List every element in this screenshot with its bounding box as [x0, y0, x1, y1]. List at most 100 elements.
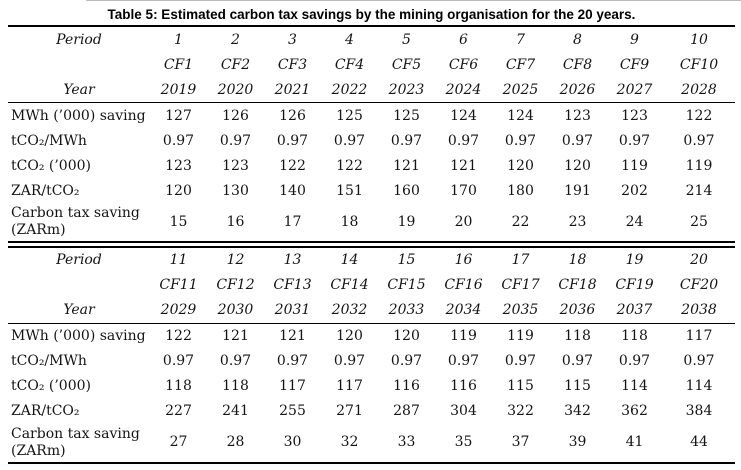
value-cell: 123 — [222, 157, 249, 174]
header-cell: 12 — [226, 252, 245, 268]
value-cell: 122 — [685, 107, 713, 124]
value-cell: 127 — [165, 107, 192, 124]
header-row-label: Year — [8, 77, 150, 103]
header-cell: 15 — [397, 252, 416, 268]
header-cell: 5 — [402, 31, 411, 48]
value-cell: 41 — [625, 434, 644, 450]
value-cell: 0.97 — [276, 132, 309, 149]
header-cell: 2032 — [321, 297, 378, 324]
header-cell: CF18 — [558, 277, 597, 293]
header-cell: 2022 — [321, 77, 378, 103]
value-cell: 20 — [454, 213, 473, 230]
value-cell: 0.97 — [618, 353, 651, 369]
value-cell: 123 — [165, 157, 192, 174]
row-label: MWh (’000) saving — [11, 107, 146, 124]
value-cell: 117 — [685, 328, 713, 344]
header-row: Period 11 12 13 14 15 16 17 18 19 20 — [8, 247, 735, 273]
value-cell: 119 — [450, 328, 477, 344]
header-cell: 2019 — [150, 77, 207, 103]
value-cell: 22 — [511, 213, 530, 230]
value-cell: 121 — [393, 157, 420, 174]
header-row: Year 2019 2020 2021 2022 2023 2024 2025 2026 2027… — [8, 77, 735, 103]
row-label: tCO₂ (’000) — [11, 378, 91, 394]
value-cell: 0.97 — [162, 353, 195, 369]
value-cell: 0.97 — [683, 353, 715, 369]
header-cell: CF17 — [501, 277, 540, 293]
value-cell: 0.97 — [276, 353, 309, 369]
header-cell: 2021 — [264, 77, 321, 103]
data-row: ZAR/tCO₂ 227 241 255 271 287 304 322 342 362 384 — [8, 399, 735, 424]
value-cell: 255 — [279, 403, 306, 419]
value-cell: 180 — [507, 182, 534, 199]
header-cell: 2027 — [606, 77, 663, 103]
value-cell: 27 — [169, 434, 188, 450]
header-cell: 3 — [288, 31, 297, 48]
header-cell: CF19 — [615, 277, 654, 293]
row-label: tCO₂/MWh — [11, 353, 87, 369]
value-cell: 18 — [340, 213, 359, 230]
value-cell: 23 — [568, 213, 587, 230]
value-cell: 151 — [336, 182, 363, 199]
top-edge-artifact-rule — [86, 0, 741, 1]
value-cell: 0.97 — [162, 132, 195, 149]
periods-table-11-20: Period 11 12 13 14 15 16 17 18 19 20 CF11 CF12 CF13 CF… — [8, 245, 735, 464]
value-cell: 44 — [690, 434, 708, 450]
header-cell: CF7 — [505, 56, 536, 73]
header-cell: 4 — [345, 31, 354, 48]
header-row: CF11 CF12 CF13 CF14 CF15 CF16 CF17 CF18 CF19 CF20 — [8, 273, 735, 298]
header-cell: 2023 — [378, 77, 435, 103]
header-cell: CF4 — [334, 56, 365, 73]
header-cell: CF14 — [330, 277, 369, 293]
value-cell: 0.97 — [561, 132, 594, 149]
row-label: tCO₂/MWh — [11, 132, 87, 149]
value-cell: 124 — [450, 107, 477, 124]
value-cell: 160 — [393, 182, 420, 199]
row-label: ZAR/tCO₂ — [11, 182, 80, 199]
value-cell: 116 — [450, 378, 477, 394]
value-cell: 114 — [621, 378, 648, 394]
value-cell: 125 — [393, 107, 420, 124]
header-row-label — [8, 273, 150, 298]
data-row: MWh (’000) saving 122 121 121 120 120 119 119 11… — [8, 323, 735, 349]
data-row: tCO₂/MWh 0.97 0.97 0.97 0.97 0.97 0.97 0.97 0.97… — [8, 128, 735, 153]
header-row: Year 2029 2030 2031 2032 2033 2034 2035 2036 2037… — [8, 297, 735, 324]
value-cell: 122 — [165, 328, 192, 344]
value-cell: 130 — [222, 182, 249, 199]
header-row-label: Period — [56, 252, 102, 268]
header-cell: 1 — [174, 31, 183, 48]
header-row-label — [8, 52, 150, 77]
value-cell: 362 — [621, 403, 648, 419]
value-cell: 202 — [621, 182, 648, 199]
value-cell: 32 — [340, 434, 359, 450]
value-cell: 119 — [507, 328, 534, 344]
value-cell: 120 — [393, 328, 420, 344]
value-cell: 0.97 — [447, 132, 480, 149]
value-cell: 30 — [283, 434, 302, 450]
value-cell: 114 — [685, 378, 713, 394]
periods-table-1-10: Period 1 2 3 4 5 6 7 8 9 10 CF1 CF2 CF3 CF4 CF5 CF6 CF7 CF… — [8, 25, 735, 243]
header-cell: CF15 — [387, 277, 426, 293]
value-cell: 123 — [564, 107, 591, 124]
header-cell: 11 — [169, 252, 188, 268]
data-row: tCO₂ (’000) 123 123 122 122 121 121 120 120 119 11… — [8, 153, 735, 178]
table-title: Table 5: Estimated carbon tax savings by… — [107, 7, 636, 22]
value-cell: 0.97 — [390, 353, 423, 369]
row-label: ZAR/tCO₂ — [11, 403, 80, 419]
value-cell: 0.97 — [504, 132, 537, 149]
header-row-label: Year — [8, 297, 150, 324]
value-cell: 0.97 — [447, 353, 480, 369]
data-row: tCO₂ (’000) 118 118 117 117 116 116 115 115 114 11… — [8, 374, 735, 399]
header-cell: 18 — [568, 252, 587, 268]
header-cell: 2029 — [150, 297, 207, 324]
header-cell: 2033 — [378, 297, 435, 324]
value-cell: 126 — [279, 107, 306, 124]
value-cell: 121 — [450, 157, 477, 174]
header-cell: 2020 — [207, 77, 264, 103]
value-cell: 118 — [222, 378, 249, 394]
header-cell: 8 — [573, 31, 582, 48]
value-cell: 304 — [450, 403, 477, 419]
value-cell: 322 — [507, 403, 534, 419]
value-cell: 0.97 — [618, 132, 651, 149]
value-cell: 39 — [568, 434, 587, 450]
